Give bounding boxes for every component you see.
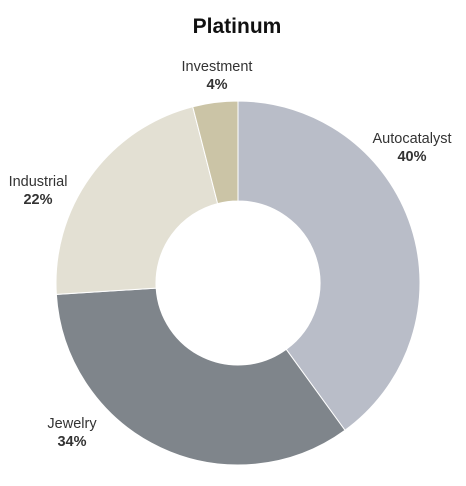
slice-investment — [192, 100, 239, 205]
slice-label-industrial: Industrial — [9, 174, 68, 190]
slice-jewelry — [55, 287, 346, 466]
slice-autocatalyst — [237, 100, 421, 431]
labels-layer: Autocatalyst 40% Jewelry 34% Industrial 22% In… — [9, 59, 452, 450]
slice-label-investment: Investment — [182, 59, 253, 75]
chart-title: Platinum — [193, 15, 282, 38]
slice-value-autocatalyst: 40% — [397, 149, 426, 165]
slice-label-autocatalyst: Autocatalyst — [373, 131, 452, 147]
slice-value-jewelry: 34% — [57, 434, 86, 450]
slice-industrial — [55, 106, 219, 295]
slice-label-jewelry: Jewelry — [47, 416, 97, 432]
slice-value-investment: 4% — [207, 77, 228, 93]
slices-layer — [55, 100, 421, 466]
slice-value-industrial: 22% — [23, 192, 52, 208]
